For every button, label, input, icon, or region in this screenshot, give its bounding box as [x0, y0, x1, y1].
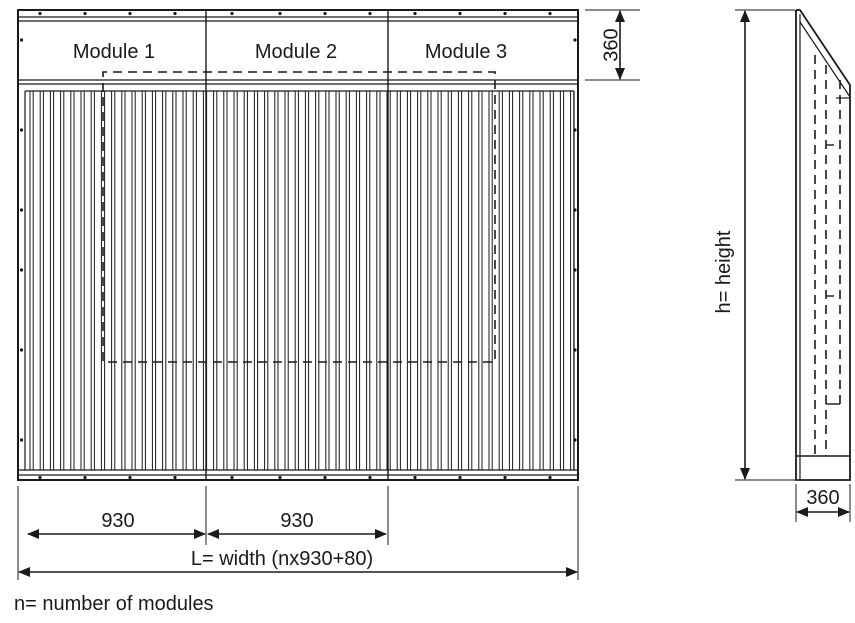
- rivet-dot: [458, 475, 462, 480]
- frame-rivets: [19, 11, 577, 480]
- louver-slats: [29, 91, 575, 470]
- module-width-label-1: 930: [101, 510, 134, 532]
- rivet-dot: [173, 11, 177, 16]
- header-height-dimension: [585, 9, 640, 81]
- total-width-label: L= width (nx930+80): [191, 548, 373, 570]
- rivet-dot: [323, 11, 327, 16]
- rivet-dot: [503, 475, 507, 480]
- rivet-dot: [573, 128, 577, 132]
- module-label-2: Module 2: [255, 41, 337, 63]
- module-label-1: Module 1: [73, 41, 155, 63]
- rivet-dot: [230, 11, 234, 16]
- rivet-dot: [19, 128, 24, 132]
- rivet-dot: [230, 475, 234, 480]
- rivet-dot: [573, 38, 577, 42]
- rivet-dot: [573, 208, 577, 212]
- rivet-dot: [173, 475, 177, 480]
- rivet-dot: [38, 475, 42, 480]
- side-slant-inner: [799, 21, 851, 98]
- width-dimensions: [17, 486, 579, 580]
- rivet-dot: [573, 268, 577, 272]
- module-width-label-2: 930: [280, 510, 313, 532]
- side-height-label: h= height: [713, 230, 735, 313]
- module-label-3: Module 3: [425, 41, 507, 63]
- rivet-dot: [128, 475, 132, 480]
- rivet-dot: [548, 11, 552, 16]
- rivet-dot: [503, 11, 507, 16]
- rivet-dot: [368, 475, 372, 480]
- side-view: [735, 9, 851, 522]
- rivet-dot: [323, 475, 327, 480]
- rivet-dot: [128, 11, 132, 16]
- dashed-internal-outline: [102, 71, 496, 363]
- rivet-dot: [278, 475, 282, 480]
- rivet-dot: [19, 268, 24, 272]
- rivet-dot: [573, 348, 577, 352]
- rivet-dot: [83, 475, 87, 480]
- rivet-dot: [19, 348, 24, 352]
- rivet-dot: [368, 11, 372, 16]
- side-profile-outer: [795, 9, 851, 481]
- side-depth-label: 360: [806, 487, 839, 509]
- footnote: n= number of modules: [14, 593, 214, 615]
- front-outer-frame: [17, 9, 579, 481]
- rivet-dot: [573, 438, 577, 442]
- rivet-dot: [458, 11, 462, 16]
- rivet-dot: [548, 475, 552, 480]
- header-height-label: 360: [600, 28, 622, 61]
- rivet-dot: [19, 208, 24, 212]
- rivet-dot: [19, 38, 24, 42]
- rivet-dot: [83, 11, 87, 16]
- rivet-dot: [278, 11, 282, 16]
- rivet-dot: [38, 11, 42, 16]
- rivet-dot: [19, 438, 24, 442]
- front-view: [17, 9, 579, 481]
- rivet-dot: [413, 11, 417, 16]
- rivet-dot: [413, 475, 417, 480]
